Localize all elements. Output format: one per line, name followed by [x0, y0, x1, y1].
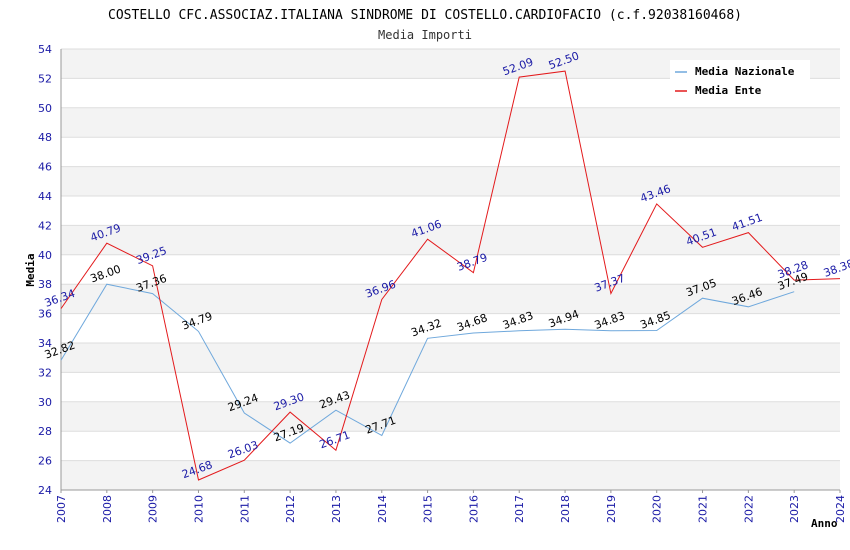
- x-tick-label: 2024: [834, 495, 847, 523]
- x-tick-label: 2009: [147, 495, 160, 523]
- y-tick-label: 38: [38, 278, 52, 291]
- grid-band: [61, 343, 840, 373]
- y-tick-label: 28: [38, 425, 52, 438]
- legend: Media Nazionale Media Ente: [670, 60, 810, 102]
- y-tick-label: 24: [38, 484, 52, 497]
- y-tick-label: 54: [38, 43, 52, 56]
- x-tick-label: 2022: [742, 495, 755, 523]
- data-label-media-nazionale: 34.32: [409, 317, 443, 340]
- x-tick-label: 2015: [422, 495, 435, 523]
- x-tick-label: 2012: [284, 495, 297, 523]
- grid-band: [61, 225, 840, 255]
- data-label-media-ente: 26.03: [226, 438, 260, 461]
- legend-label-media-nazionale: Media Nazionale: [695, 65, 795, 78]
- x-tick-label: 2008: [101, 495, 114, 523]
- chart-subtitle: Media Importi: [378, 28, 472, 42]
- data-label-media-nazionale: 38.00: [89, 262, 123, 285]
- x-tick-label: 2018: [559, 495, 572, 523]
- x-tick-label: 2021: [697, 495, 710, 523]
- x-tick-label: 2017: [513, 495, 526, 523]
- y-tick-label: 42: [38, 219, 52, 232]
- x-tick-label: 2019: [605, 495, 618, 523]
- y-tick-label: 44: [38, 190, 52, 203]
- series-line-media-ente: [60, 70, 841, 481]
- x-tick-label: 2010: [192, 495, 205, 523]
- y-tick-label: 46: [38, 161, 52, 174]
- x-tick-label: 2007: [55, 495, 68, 523]
- plot-background-bands: [61, 49, 840, 490]
- x-tick-label: 2011: [238, 495, 251, 523]
- grid-band: [61, 166, 840, 196]
- y-tick-label: 48: [38, 131, 52, 144]
- grid-band: [61, 401, 840, 432]
- y-axis-label: Media: [24, 253, 37, 286]
- grid-band: [61, 460, 840, 490]
- y-tick-label: 52: [38, 72, 52, 85]
- axes: [60, 49, 841, 493]
- y-tick-label: 34: [38, 337, 52, 350]
- x-tick-label: 2014: [376, 495, 389, 523]
- grid-band: [61, 284, 840, 314]
- x-axis-ticks: 2007 2008 2009 2010 2011 2012 2013 2014 2015 2016…: [55, 495, 847, 523]
- y-axis-ticks: 24 26 28 30 32 34 36 38 40 42 44 46 48 50 52 54: [38, 43, 52, 497]
- y-tick-label: 26: [38, 455, 52, 468]
- y-tick-label: 30: [38, 396, 52, 409]
- x-axis-label: Anno: [811, 517, 838, 530]
- gridlines: [61, 48, 840, 491]
- x-tick-label: 2016: [467, 495, 480, 523]
- data-label-media-ente: 38.38: [822, 257, 850, 280]
- y-tick-label: 36: [38, 308, 52, 321]
- chart-title: COSTELLO CFC.ASSOCIAZ.ITALIANA SINDROME …: [108, 8, 742, 23]
- series-line-media-nazionale: [60, 283, 795, 444]
- legend-label-media-ente: Media Ente: [695, 84, 762, 97]
- data-label-media-nazionale: 34.68: [455, 311, 489, 334]
- grid-band: [61, 107, 840, 138]
- x-tick-label: 2020: [651, 495, 664, 523]
- series-lines: [60, 70, 841, 481]
- legend-box: [670, 60, 810, 102]
- x-tick-label: 2023: [788, 495, 801, 523]
- y-tick-label: 32: [38, 366, 52, 379]
- y-tick-label: 50: [38, 102, 52, 115]
- x-tick-label: 2013: [330, 495, 343, 523]
- data-label-media-ente: 26.71: [318, 428, 352, 451]
- y-tick-label: 40: [38, 249, 52, 262]
